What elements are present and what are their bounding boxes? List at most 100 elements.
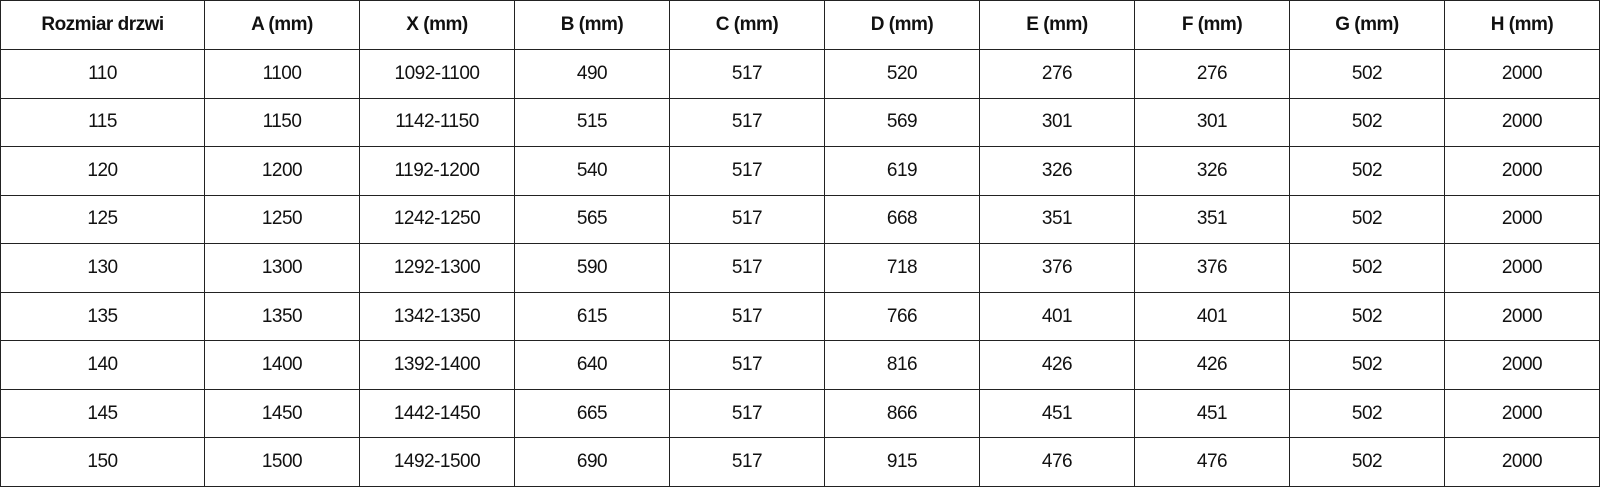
table-cell: 502 [1289, 49, 1445, 99]
table-cell: 502 [1289, 388, 1445, 439]
table-cell: 517 [669, 340, 825, 390]
table-row: 125 1250 1242-1250 565 517 668 351 351 502 2000 [0, 194, 1600, 245]
table-cell: 276 [979, 49, 1135, 99]
column-header: D (mm) [824, 0, 980, 50]
table-cell: 376 [1134, 243, 1290, 293]
table-row: 140 1400 1392-1400 640 517 816 426 426 502 2000 [0, 340, 1600, 390]
column-header: A (mm) [204, 0, 360, 50]
table-cell: 2000 [1444, 146, 1600, 196]
table-cell: 718 [824, 243, 980, 293]
table-row: 120 1200 1192-1200 540 517 619 326 326 502 2000 [0, 146, 1600, 196]
table-cell: 515 [514, 97, 670, 148]
table-cell: 502 [1289, 340, 1445, 390]
column-header: Rozmiar drzwi [0, 0, 205, 50]
table-cell: 351 [1134, 194, 1290, 245]
table-cell: 476 [1134, 437, 1290, 487]
table-cell: 351 [979, 194, 1135, 245]
table-cell: 502 [1289, 437, 1445, 487]
table-cell: 451 [1134, 388, 1290, 439]
table-cell: 2000 [1444, 243, 1600, 293]
table-cell: 517 [669, 291, 825, 342]
table-row: 110 1100 1092-1100 490 517 520 276 276 502 2000 [0, 49, 1600, 99]
table-cell: 615 [514, 291, 670, 342]
table-row: 145 1450 1442-1450 665 517 866 451 451 502 2000 [0, 388, 1600, 439]
table-cell: 1192-1200 [359, 146, 515, 196]
table-cell: 376 [979, 243, 1135, 293]
table-cell: 1092-1100 [359, 49, 515, 99]
table-cell: 517 [669, 146, 825, 196]
table-cell: 401 [979, 291, 1135, 342]
table-cell: 690 [514, 437, 670, 487]
table-cell: 1292-1300 [359, 243, 515, 293]
table-cell: 502 [1289, 291, 1445, 342]
table-cell: 1342-1350 [359, 291, 515, 342]
table-cell: 326 [1134, 146, 1290, 196]
table-cell: 915 [824, 437, 980, 487]
table-row: 115 1150 1142-1150 515 517 569 301 301 502 2000 [0, 97, 1600, 148]
table-cell: 520 [824, 49, 980, 99]
table-cell: 140 [0, 340, 205, 390]
table-cell: 451 [979, 388, 1135, 439]
table-cell: 502 [1289, 97, 1445, 148]
table-cell: 569 [824, 97, 980, 148]
table-row: 135 1350 1342-1350 615 517 766 401 401 502 2000 [0, 291, 1600, 342]
column-header: F (mm) [1134, 0, 1290, 50]
table-cell: 1200 [204, 146, 360, 196]
table-cell: 301 [1134, 97, 1290, 148]
table-cell: 150 [0, 437, 205, 487]
column-header: E (mm) [979, 0, 1135, 50]
table-cell: 816 [824, 340, 980, 390]
table-cell: 517 [669, 437, 825, 487]
table-cell: 640 [514, 340, 670, 390]
table-cell: 2000 [1444, 340, 1600, 390]
table-cell: 426 [1134, 340, 1290, 390]
table-cell: 502 [1289, 146, 1445, 196]
table-cell: 517 [669, 49, 825, 99]
table-row: 150 1500 1492-1500 690 517 915 476 476 502 2000 [0, 437, 1600, 487]
table-cell: 115 [0, 97, 205, 148]
table-cell: 1350 [204, 291, 360, 342]
table-cell: 301 [979, 97, 1135, 148]
table-cell: 401 [1134, 291, 1290, 342]
table-cell: 276 [1134, 49, 1290, 99]
table-row: 130 1300 1292-1300 590 517 718 376 376 502 2000 [0, 243, 1600, 293]
table-cell: 2000 [1444, 49, 1600, 99]
table-cell: 135 [0, 291, 205, 342]
table-cell: 1392-1400 [359, 340, 515, 390]
table-cell: 1500 [204, 437, 360, 487]
table-cell: 110 [0, 49, 205, 99]
table-cell: 1442-1450 [359, 388, 515, 439]
table-cell: 2000 [1444, 194, 1600, 245]
table-cell: 502 [1289, 194, 1445, 245]
table-cell: 426 [979, 340, 1135, 390]
table-cell: 502 [1289, 243, 1445, 293]
header-row: Rozmiar drzwi A (mm) X (mm) B (mm) C (mm) D (… [0, 0, 1600, 50]
table-cell: 2000 [1444, 97, 1600, 148]
table-cell: 766 [824, 291, 980, 342]
table-cell: 490 [514, 49, 670, 99]
table-cell: 1300 [204, 243, 360, 293]
table-cell: 668 [824, 194, 980, 245]
table-cell: 145 [0, 388, 205, 439]
column-header: C (mm) [669, 0, 825, 50]
table-cell: 540 [514, 146, 670, 196]
table-cell: 1492-1500 [359, 437, 515, 487]
table-cell: 1100 [204, 49, 360, 99]
table-cell: 1250 [204, 194, 360, 245]
column-header: B (mm) [514, 0, 670, 50]
column-header: G (mm) [1289, 0, 1445, 50]
table-cell: 590 [514, 243, 670, 293]
table-cell: 1142-1150 [359, 97, 515, 148]
table-cell: 1400 [204, 340, 360, 390]
table-cell: 517 [669, 97, 825, 148]
table-cell: 517 [669, 194, 825, 245]
table-cell: 125 [0, 194, 205, 245]
table-cell: 665 [514, 388, 670, 439]
table-cell: 2000 [1444, 437, 1600, 487]
table-cell: 565 [514, 194, 670, 245]
table-cell: 866 [824, 388, 980, 439]
table-cell: 120 [0, 146, 205, 196]
table-cell: 326 [979, 146, 1135, 196]
table-cell: 2000 [1444, 388, 1600, 439]
